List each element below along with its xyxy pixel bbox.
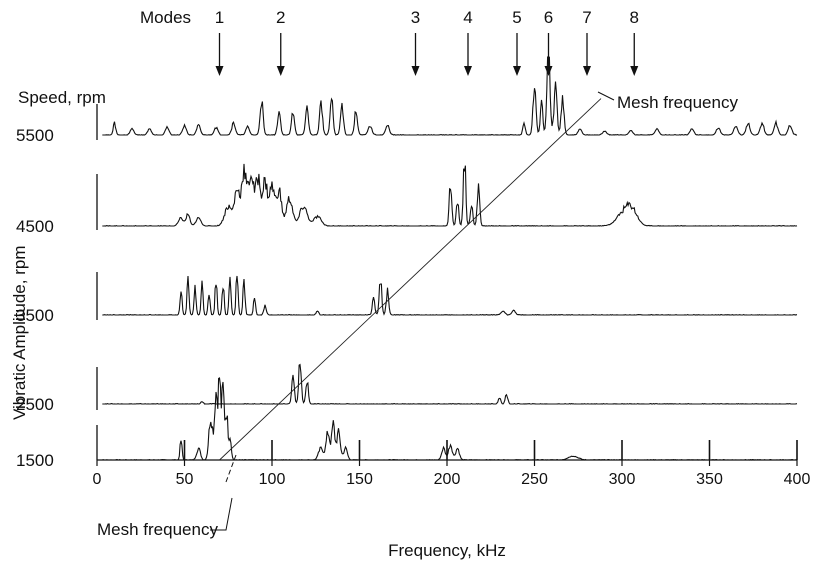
speed-label-3500: 3500 <box>16 306 54 325</box>
mesh-frequency-group: Mesh frequency Mesh frequency <box>97 91 738 539</box>
x-tick-label: 200 <box>434 471 461 488</box>
spectrum-line-4500 <box>102 163 798 227</box>
mode-arrow-head <box>544 66 553 76</box>
mode-arrow-head <box>583 66 591 76</box>
x-tick-label: 100 <box>259 471 286 488</box>
mode-arrow-head <box>276 66 285 76</box>
x-tick-label: 150 <box>346 471 373 488</box>
modes: Modes 1 2 3 4 5 6 7 8 <box>140 8 639 76</box>
mode-arrow-head <box>215 66 224 76</box>
mesh-frequency-line <box>219 98 602 461</box>
mode-arrow-head <box>513 66 521 76</box>
y-axis-title: Vibratic Amplitude, rpm <box>10 246 29 420</box>
x-axis-title: Frequency, kHz <box>388 541 506 560</box>
mode-label: 6 <box>544 8 553 27</box>
mesh-frequency-label-bottom: Mesh frequency <box>97 520 218 539</box>
mode-label: 2 <box>276 8 285 27</box>
speed-label-1500: 1500 <box>16 451 54 470</box>
x-tick-label: 400 <box>784 471 811 488</box>
mesh-label-leader-bottom <box>225 454 237 483</box>
speed-labels: 1500 2500 3500 4500 5500 <box>16 126 54 470</box>
speed-axis-label: Speed, rpm <box>18 88 106 107</box>
mode-label: 7 <box>582 8 591 27</box>
x-tick-label: 300 <box>609 471 636 488</box>
x-tick-label: 0 <box>93 471 102 488</box>
mode-label: 3 <box>411 8 420 27</box>
mode-label: 4 <box>463 8 472 27</box>
mode-label: 1 <box>215 8 224 27</box>
x-tick-label: 50 <box>176 471 194 488</box>
mode-label: 8 <box>630 8 639 27</box>
speed-label-4500: 4500 <box>16 217 54 236</box>
mode-label: 5 <box>512 8 521 27</box>
mode-arrow-head <box>630 66 639 76</box>
modes-label: Modes <box>140 8 191 27</box>
x-ticks: 0 50 100 150 200 250 300 350 400 <box>93 460 811 488</box>
mesh-frequency-label-top: Mesh frequency <box>617 93 738 112</box>
spectrum-line-5500 <box>102 56 798 136</box>
mesh-label-leader-top <box>597 91 615 101</box>
mesh-label-leader-bottom-2 <box>210 497 233 531</box>
speed-label-2500: 2500 <box>16 395 54 414</box>
axes: 0 50 100 150 200 250 300 350 400 <box>93 459 811 488</box>
spectrum-line-2500 <box>102 363 798 405</box>
mode-arrow-head <box>411 66 420 76</box>
x-tick-label: 250 <box>521 471 548 488</box>
speed-label-5500: 5500 <box>16 126 54 145</box>
mode-arrow-head <box>464 66 472 76</box>
spectra <box>97 56 798 461</box>
spectrum-line-3500 <box>102 275 798 316</box>
x-tick-label: 350 <box>696 471 723 488</box>
